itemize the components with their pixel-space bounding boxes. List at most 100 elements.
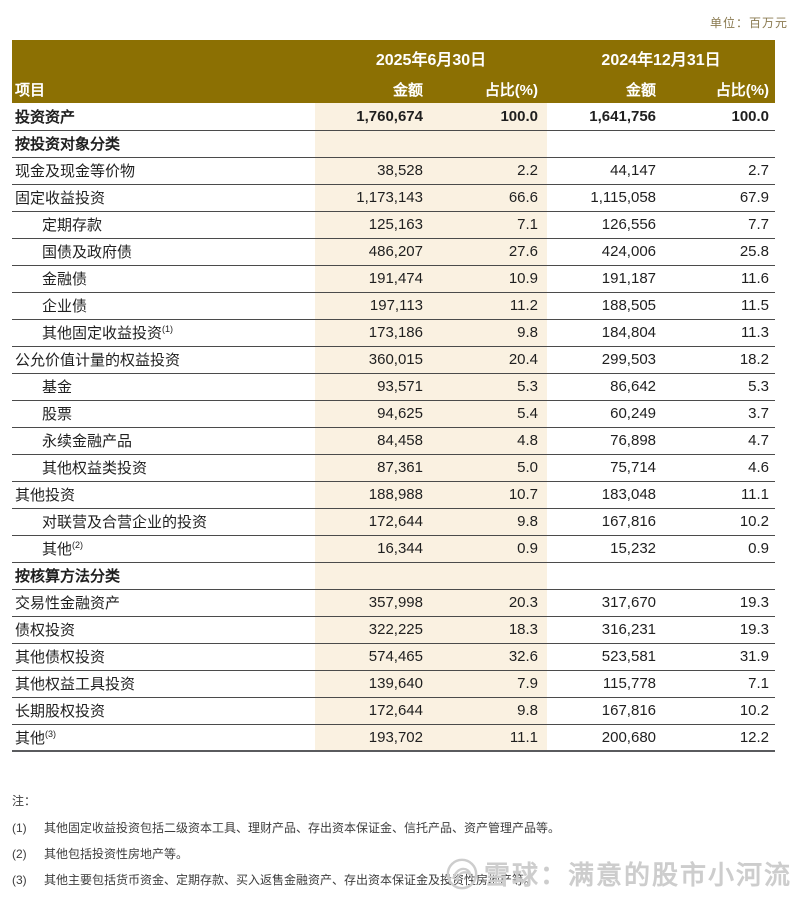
table-row: 长期股权投资 172,644 9.8 167,816 10.2 [12,697,776,724]
row-value: 4.6 [748,459,770,476]
footnote-ref: (1) [162,324,174,334]
row-value: 11.5 [740,297,770,314]
header-year-row: 2025年6月30日 2024年12月31日 [12,40,776,76]
row-value: 19.3 [739,594,770,611]
row-value: 172,644 [315,508,443,535]
row-value: 19.3 [739,621,770,638]
row-value: 10.7 [443,481,548,508]
row-label: 定期存款 [42,217,103,234]
row-value: 9.8 [443,697,548,724]
row-label: 股票 [42,406,73,423]
row-value: 3.7 [748,405,770,422]
row-value: 172,644 [315,697,443,724]
row-value [315,130,443,157]
row-value: 317,670 [601,594,657,611]
row-value: 11.3 [740,324,770,341]
row-value: 184,804 [601,324,657,341]
footnote-number: (3) [12,873,27,887]
table-row: 公允价值计量的权益投资 360,015 20.4 299,503 18.2 [12,346,776,373]
table-row: 定期存款 125,163 7.1 126,556 7.7 [12,211,776,238]
row-value [443,130,548,157]
footnote-ref: (3) [45,728,57,739]
row-value: 16,344 [315,535,443,562]
table-row: 其他固定收益投资(1) 173,186 9.8 184,804 11.3 [12,319,776,346]
table-row: 现金及现金等价物 38,528 2.2 44,147 2.7 [12,157,776,184]
row-value: 1,760,674 [315,103,443,130]
row-value: 11.1 [443,724,548,751]
row-label: 永续金融产品 [42,433,133,450]
row-value: 125,163 [315,211,443,238]
row-label: 按核算方法分类 [15,568,121,585]
table-row: 债权投资 322,225 18.3 316,231 19.3 [12,616,776,643]
footnote-number: (1) [12,821,27,835]
row-label: 按投资对象分类 [15,136,121,153]
table-row: 永续金融产品 84,458 4.8 76,898 4.7 [12,427,776,454]
row-value: 191,474 [315,265,443,292]
row-value: 1,173,143 [315,184,443,211]
footnote-item: (2) 其他包括投资性房地产等。 [12,846,790,862]
row-value: 38,528 [315,157,443,184]
row-label: 公允价值计量的权益投资 [15,352,181,369]
row-value: 66.6 [443,184,548,211]
row-value: 100.0 [443,103,548,130]
table-row: 其他债权投资 574,465 32.6 523,581 31.9 [12,643,776,670]
row-value: 200,680 [601,728,657,746]
row-value [443,562,548,589]
row-label: 固定收益投资 [15,190,106,207]
row-value: 299,503 [601,351,657,368]
row-value: 197,113 [315,292,443,319]
header-date-2024: 2024年12月31日 [547,40,776,76]
row-value: 94,625 [315,400,443,427]
row-value: 167,816 [601,702,657,719]
table-header: 2025年6月30日 2024年12月31日 项目 金额 占比(%) 金额 占比… [12,40,776,103]
row-value: 188,988 [315,481,443,508]
row-value: 100.0 [731,107,770,125]
footnotes-list: (1) 其他固定收益投资包括二级资本工具、理财产品、存出资本保证金、信托产品、资产… [12,820,790,888]
row-label: 投资资产 [15,108,76,126]
row-value: 27.6 [443,238,548,265]
investment-assets-table: 2025年6月30日 2024年12月31日 项目 金额 占比(%) 金额 占比… [12,40,776,752]
row-value: 183,048 [601,486,657,503]
table-row: 基金 93,571 5.3 86,642 5.3 [12,373,776,400]
table-row: 股票 94,625 5.4 60,249 3.7 [12,400,776,427]
row-value: 139,640 [315,670,443,697]
row-label: 交易性金融资产 [15,595,121,612]
row-label: 其他投资 [15,487,76,504]
row-value: 32.6 [443,643,548,670]
row-value: 44,147 [610,162,657,179]
row-value: 9.8 [443,319,548,346]
row-value: 5.4 [443,400,548,427]
row-value: 4.7 [748,432,770,449]
row-label: 其他(3) [15,728,57,747]
row-value: 11.6 [740,270,770,287]
row-value [315,562,443,589]
table-row: 交易性金融资产 357,998 20.3 317,670 19.3 [12,589,776,616]
table-row: 其他(2) 16,344 0.9 15,232 0.9 [12,535,776,562]
table-row: 对联营及合营企业的投资 172,644 9.8 167,816 10.2 [12,508,776,535]
row-value [665,130,775,157]
row-value: 86,642 [610,378,657,395]
row-value: 76,898 [610,432,657,449]
row-value: 10.9 [443,265,548,292]
row-value: 7.7 [748,216,770,233]
row-value [547,562,665,589]
row-value: 15,232 [610,540,657,557]
row-value: 31.9 [739,648,770,665]
row-label: 现金及现金等价物 [15,163,136,180]
footnote-text: 其他主要包括货币资金、定期存款、买入返售金融资产、存出资本保证金及投资性房地产等… [44,873,537,887]
table-row: 其他权益工具投资 139,640 7.9 115,778 7.1 [12,670,776,697]
footnote-item: (3) 其他主要包括货币资金、定期存款、买入返售金融资产、存出资本保证金及投资性房… [12,872,790,888]
row-label: 其他固定收益投资(1) [42,324,174,343]
footnotes-title: 注： [12,794,37,808]
row-value: 11.2 [443,292,548,319]
row-value: 87,361 [315,454,443,481]
row-value: 7.1 [748,675,770,692]
unit-label: 单位：百万元 [709,16,788,30]
row-label: 基金 [42,379,73,396]
row-value: 126,556 [601,216,657,233]
row-value: 167,816 [601,513,657,530]
table-row: 其他投资 188,988 10.7 183,048 11.1 [12,481,776,508]
row-label: 债权投资 [15,622,76,639]
table-row: 金融债 191,474 10.9 191,187 11.6 [12,265,776,292]
footnote-text: 其他包括投资性房地产等。 [44,847,189,861]
